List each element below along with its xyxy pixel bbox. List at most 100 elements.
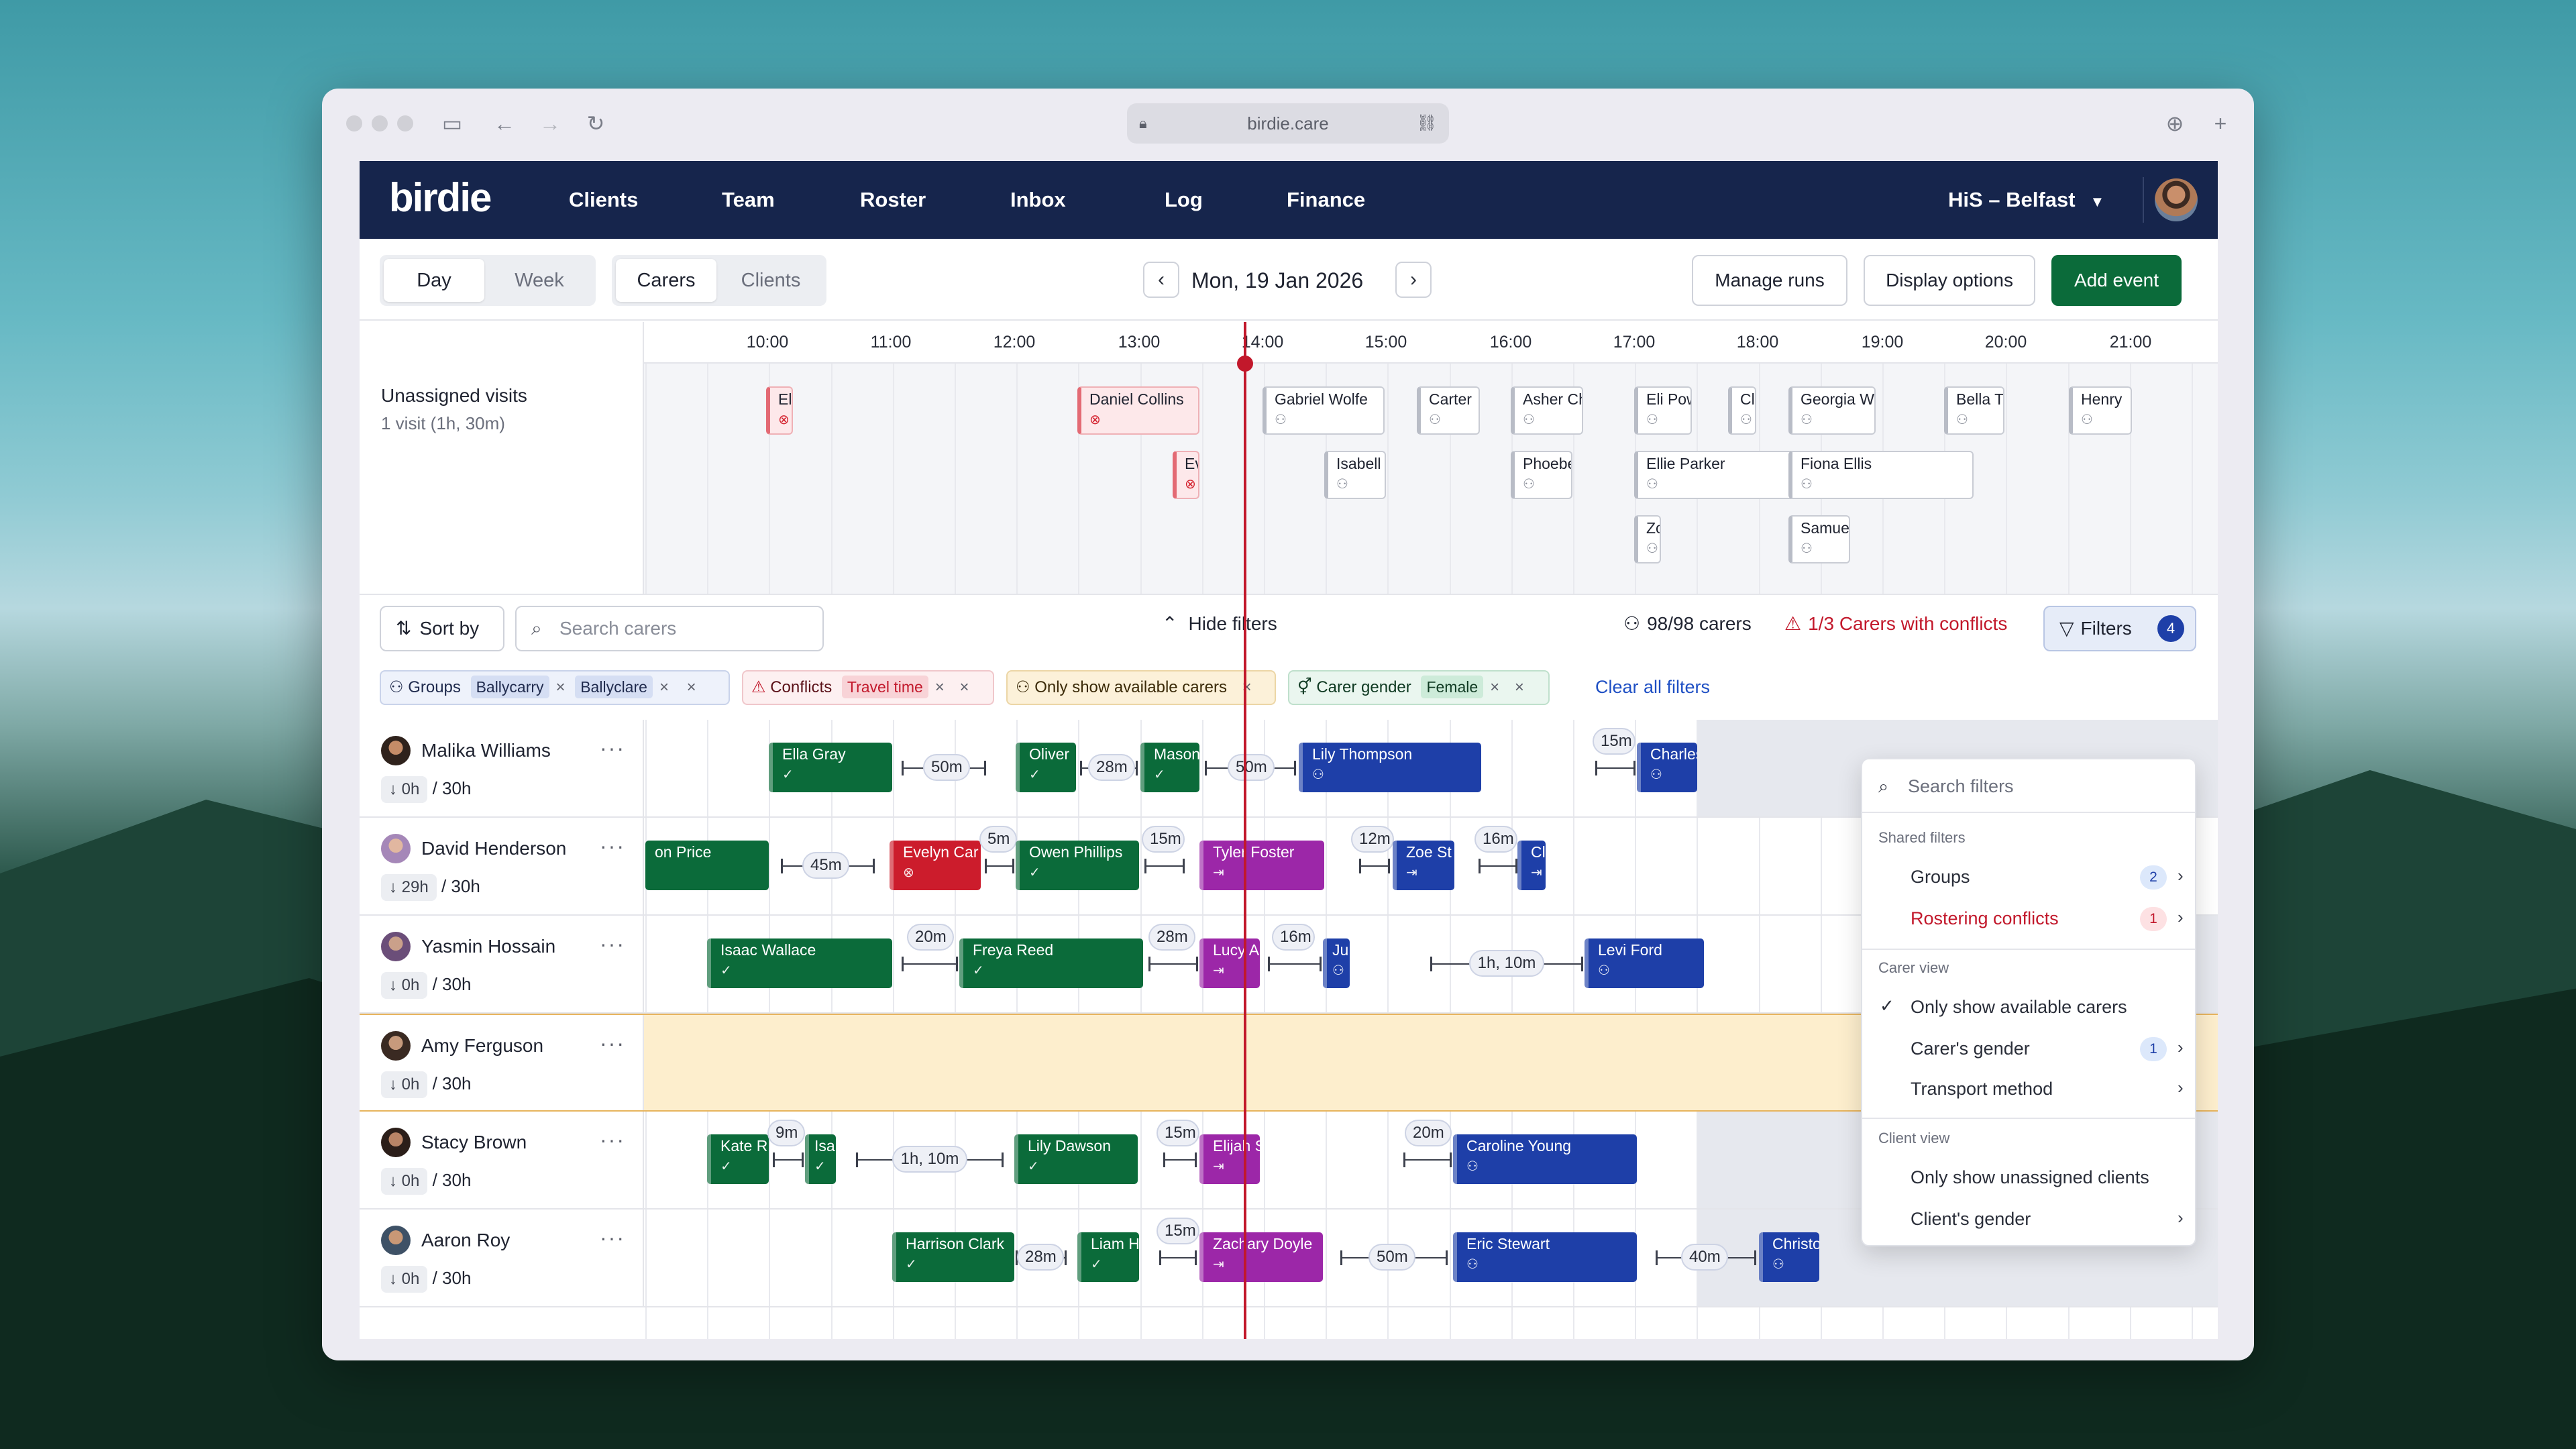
visit-block[interactable]: Isa ✓	[805, 1134, 836, 1184]
unassigned-visit-card[interactable]: Daniel Collins ⊗	[1077, 386, 1199, 435]
window-zoom-dot[interactable]	[397, 115, 413, 131]
unassigned-visit-card[interactable]: Ev ⊗	[1173, 451, 1199, 499]
address-bar[interactable]: 🔒︎ birdie.care ⛓︎	[1127, 103, 1449, 144]
add-event-button[interactable]: Add event	[2051, 255, 2182, 306]
carer-name[interactable]: Malika Williams	[421, 740, 551, 761]
available-filter-chip[interactable]: ⚇ Only show available carers ×	[1006, 670, 1276, 705]
menu-item-carer-gender[interactable]: Carer's gender	[1911, 1038, 2030, 1059]
visit-block[interactable]: Christo ⚇	[1759, 1232, 1819, 1282]
remove-chip-icon[interactable]: ×	[1514, 678, 1524, 696]
forward-arrow-icon[interactable]: →	[539, 111, 561, 136]
more-options-icon[interactable]: ···	[600, 1128, 625, 1152]
birdie-logo[interactable]: birdie	[389, 175, 492, 220]
window-close-dot[interactable]	[346, 115, 362, 131]
carer-name[interactable]: Yasmin Hossain	[421, 936, 556, 957]
nav-clients[interactable]: Clients	[569, 188, 639, 211]
visit-block[interactable]: Oliver ✓	[1016, 743, 1076, 792]
visit-block[interactable]: Lucy A ⇥	[1199, 938, 1260, 988]
visit-block[interactable]: Elijah S ⇥	[1199, 1134, 1260, 1184]
menu-item-transport-method[interactable]: Transport method	[1911, 1079, 2053, 1099]
visit-block[interactable]: Harrison Clark ✓	[892, 1232, 1014, 1282]
visit-block[interactable]: Tyler Foster ⇥	[1199, 841, 1324, 890]
unassigned-visit-card[interactable]: Zo ⚇	[1634, 515, 1661, 564]
nav-inbox[interactable]: Inbox	[1010, 188, 1066, 211]
visit-block[interactable]: Liam H ✓	[1077, 1232, 1139, 1282]
visit-block[interactable]: Mason ✓	[1140, 743, 1199, 792]
menu-item-groups[interactable]: Groups	[1911, 867, 1970, 887]
nav-log[interactable]: Log	[1165, 188, 1203, 211]
menu-item-only-available[interactable]: Only show available carers	[1911, 997, 2127, 1017]
filters-button[interactable]: ▽ Filters 4	[2043, 606, 2196, 651]
manage-runs-button[interactable]: Manage runs	[1692, 255, 1847, 306]
more-options-icon[interactable]: ···	[600, 834, 625, 858]
unassigned-visit-card[interactable]: Fiona Ellis ⚇	[1788, 451, 1974, 499]
carer-name[interactable]: Amy Ferguson	[421, 1035, 544, 1056]
menu-item-rostering-conflicts[interactable]: Rostering conflicts	[1911, 908, 2059, 928]
carer-name[interactable]: Aaron Roy	[421, 1230, 511, 1250]
next-day-button[interactable]: ›	[1395, 262, 1432, 298]
nav-roster[interactable]: Roster	[860, 188, 926, 211]
sidebar-toggle-icon[interactable]: ▭	[441, 111, 463, 136]
remove-tag-icon[interactable]: ×	[1490, 678, 1500, 696]
menu-item-only-unassigned[interactable]: Only show unassigned clients	[1911, 1167, 2149, 1187]
toggle-day[interactable]: Day	[384, 259, 484, 302]
visit-block[interactable]: Zachary Doyle ⇥	[1199, 1232, 1323, 1282]
visit-block[interactable]: Levi Ford ⚇	[1585, 938, 1704, 988]
visit-block[interactable]: Cla ⇥	[1517, 841, 1546, 890]
more-options-icon[interactable]: ···	[600, 1031, 625, 1055]
toggle-week[interactable]: Week	[515, 270, 564, 291]
unassigned-visit-card[interactable]: Georgia W ⚇	[1788, 386, 1876, 435]
download-icon[interactable]: ⊕	[2165, 111, 2184, 136]
visit-block[interactable]: Ella Gray ✓	[769, 743, 892, 792]
visit-block[interactable]: Caroline Young ⚇	[1453, 1134, 1637, 1184]
nav-finance[interactable]: Finance	[1287, 188, 1366, 211]
back-arrow-icon[interactable]: ←	[494, 111, 515, 136]
unassigned-visit-card[interactable]: Phoebe ⚇	[1511, 451, 1572, 499]
visit-block[interactable]: Evelyn Car ⊗	[890, 841, 981, 890]
nav-team[interactable]: Team	[722, 188, 775, 211]
visit-block[interactable]: Lily Dawson ✓	[1014, 1134, 1138, 1184]
visit-block[interactable]: Eric Stewart ⚇	[1453, 1232, 1637, 1282]
more-options-icon[interactable]: ···	[600, 1226, 625, 1250]
prev-day-button[interactable]: ‹	[1143, 262, 1179, 298]
window-minimize-dot[interactable]	[372, 115, 388, 131]
reload-icon[interactable]: ↻	[586, 111, 605, 136]
clear-all-filters-link[interactable]: Clear all filters	[1595, 677, 1711, 697]
unassigned-visit-card[interactable]: Gabriel Wolfe ⚇	[1263, 386, 1385, 435]
link-icon[interactable]: ⛓︎	[1416, 114, 1437, 132]
more-options-icon[interactable]: ···	[600, 736, 625, 760]
visit-block[interactable]: Charles ⚇	[1637, 743, 1697, 792]
carer-name[interactable]: David Henderson	[421, 838, 567, 859]
unassigned-visit-card[interactable]: Cla ⚇	[1728, 386, 1756, 435]
remove-tag-icon[interactable]: ×	[659, 678, 669, 696]
user-avatar[interactable]	[2155, 178, 2198, 221]
unassigned-visit-card[interactable]: Carter ⚇	[1417, 386, 1480, 435]
conflicts-filter-chip[interactable]: ⚠ Conflicts Travel time × ×	[742, 670, 994, 705]
new-tab-icon[interactable]: +	[2214, 111, 2227, 136]
unassigned-visit-card[interactable]: Isabell ⚇	[1324, 451, 1386, 499]
org-switcher[interactable]: HiS – Belfast ▼	[1948, 185, 2104, 217]
unassigned-visit-card[interactable]: Samue ⚇	[1788, 515, 1850, 564]
gender-filter-chip[interactable]: ⚥ Carer gender Female × ×	[1288, 670, 1550, 705]
unassigned-visit-card[interactable]: Asher Cha ⚇	[1511, 386, 1583, 435]
conflicts-indicator[interactable]: ⚠ 1/3 Carers with conflicts	[1784, 612, 2007, 635]
remove-tag-icon[interactable]: ×	[555, 678, 566, 696]
display-options-button[interactable]: Display options	[1864, 255, 2035, 306]
unassigned-visit-card[interactable]: Eli Pow ⚇	[1634, 386, 1692, 435]
unassigned-visit-card[interactable]: Ellie Parker ⚇	[1634, 451, 1806, 499]
visit-block[interactable]: Ju ⚇	[1323, 938, 1350, 988]
toggle-clients[interactable]: Clients	[741, 270, 801, 291]
sort-by-button[interactable]: ⇅ Sort by	[380, 606, 504, 651]
unassigned-visit-card[interactable]: Bella T ⚇	[1944, 386, 2004, 435]
remove-tag-icon[interactable]: ×	[934, 678, 945, 696]
remove-chip-icon[interactable]: ×	[686, 678, 696, 696]
toggle-carers[interactable]: Carers	[616, 259, 716, 302]
visit-block[interactable]: Isaac Wallace ✓	[707, 938, 892, 988]
unassigned-visit-card[interactable]: Ell ⊗	[766, 386, 793, 435]
visit-block[interactable]: on Price	[645, 841, 769, 890]
visit-block[interactable]: Owen Phillips ✓	[1016, 841, 1139, 890]
carer-name[interactable]: Stacy Brown	[421, 1132, 527, 1152]
unassigned-visit-card[interactable]: Henry ⚇	[2069, 386, 2132, 435]
visit-block[interactable]: Freya Reed ✓	[959, 938, 1143, 988]
search-carers-input[interactable]: ⌕ Search carers	[515, 606, 824, 651]
